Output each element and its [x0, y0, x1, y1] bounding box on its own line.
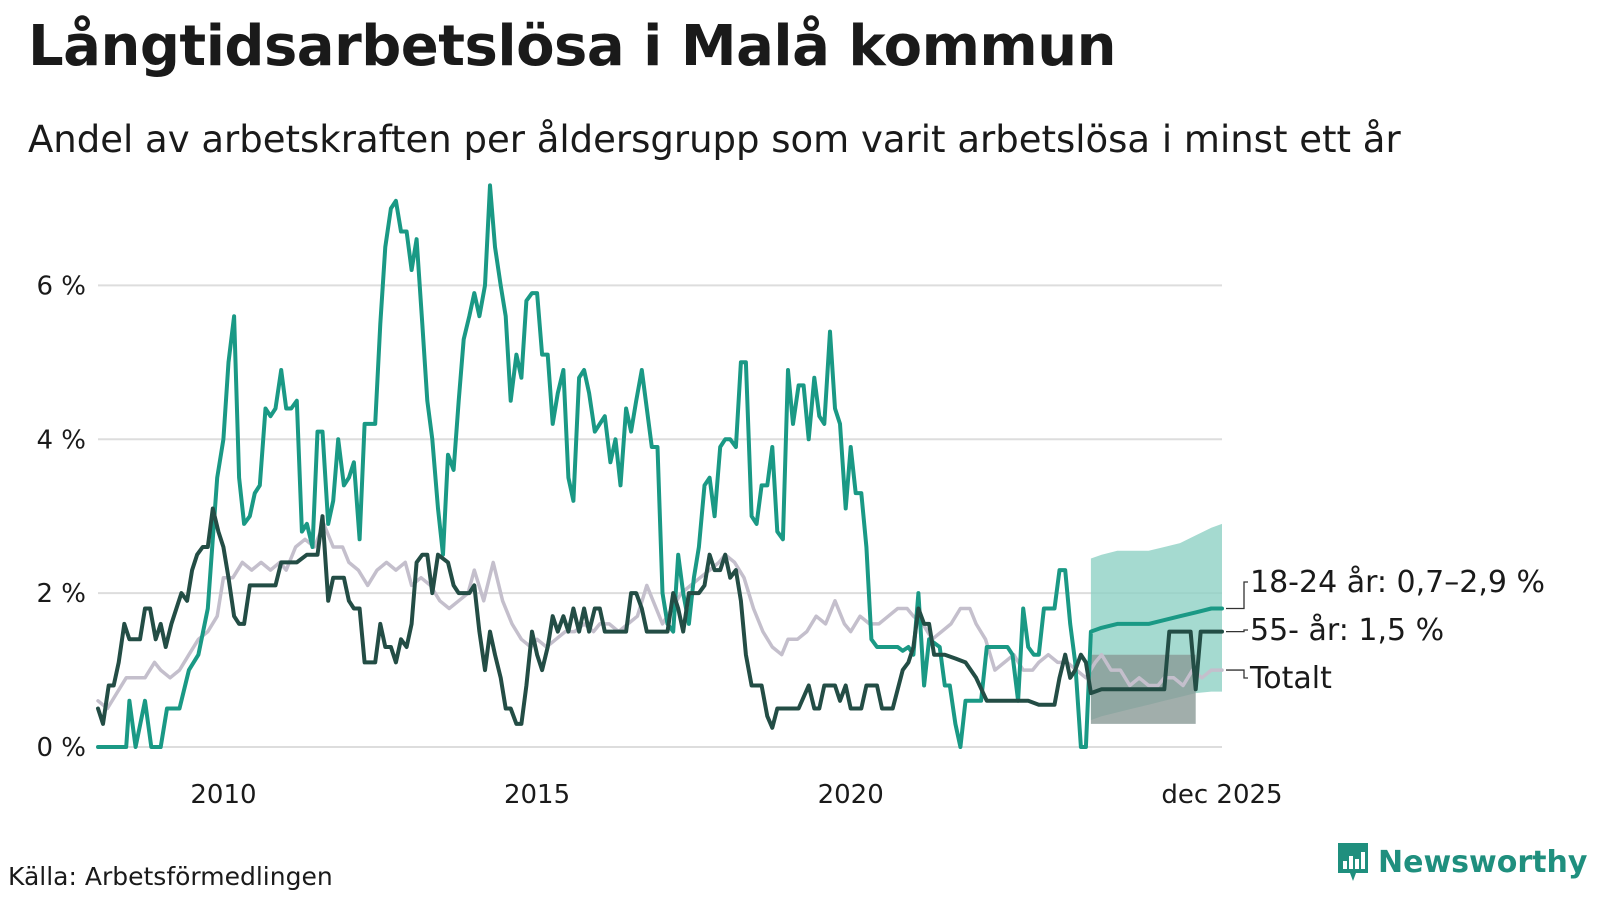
label-leader-line — [1226, 581, 1248, 610]
series-labels: 18-24 år: 0,7–2,9 % 55- år: 1,5 % Totalt — [1249, 565, 1545, 696]
x-tick-label: 2020 — [818, 780, 884, 810]
y-tick-label: 6 % — [36, 271, 86, 301]
series-end-label: 18-24 år: 0,7–2,9 % — [1250, 565, 1545, 600]
series-line — [96, 183, 1224, 749]
x-tick-label: dec 2025 — [1161, 780, 1282, 810]
y-tick-label: 2 % — [36, 579, 86, 609]
label-leader-line — [1226, 629, 1248, 633]
series-end-label: Totalt — [1249, 661, 1332, 696]
series-lines — [96, 183, 1224, 749]
brand-logo[interactable]: Newsworthy — [1336, 838, 1587, 886]
label-leader-lines — [1226, 581, 1248, 679]
series-line — [96, 506, 1224, 730]
series-line — [96, 522, 1224, 711]
brand-name: Newsworthy — [1378, 844, 1588, 880]
gridlines — [98, 284, 1222, 748]
y-tick-label: 0 % — [36, 733, 86, 763]
line-chart: 0 % 2 % 4 % 6 % 2010 2015 2020 dec 2025 18-24 … — [36, 183, 1545, 810]
newsworthy-logo-icon — [1338, 843, 1368, 881]
label-leader-line — [1226, 669, 1248, 679]
y-axis: 0 % 2 % 4 % 6 % — [36, 271, 86, 763]
source-note: Källa: Arbetsförmedlingen — [8, 862, 333, 891]
chart-title: Långtidsarbetslösa i Malå kommun — [28, 14, 1117, 79]
x-axis: 2010 2015 2020 dec 2025 — [190, 780, 1282, 810]
x-tick-label: 2015 — [504, 780, 570, 810]
y-tick-label: 4 % — [36, 425, 86, 455]
chart-subtitle: Andel av arbetskraften per åldersgrupp s… — [28, 118, 1401, 161]
x-tick-label: 2010 — [190, 780, 256, 810]
series-end-label: 55- år: 1,5 % — [1250, 613, 1444, 648]
